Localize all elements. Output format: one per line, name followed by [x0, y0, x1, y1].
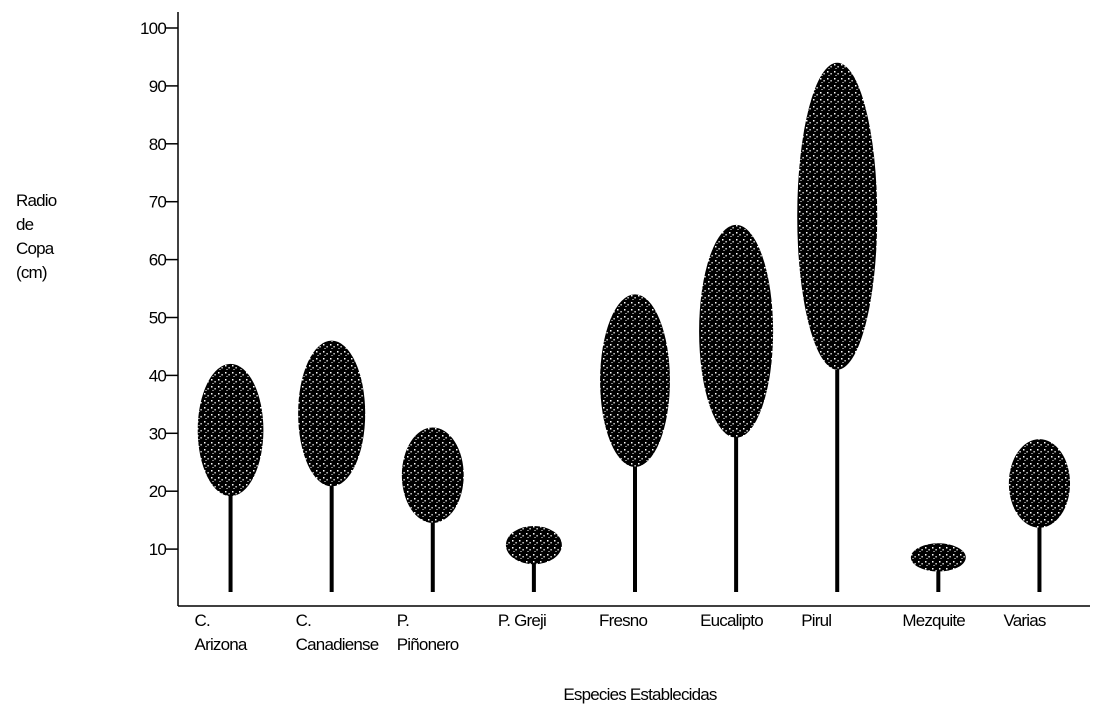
tree: [505, 525, 562, 592]
tree: [797, 62, 878, 592]
crown: [699, 224, 774, 438]
trunk: [1037, 492, 1042, 592]
x-tick-label: Varias: [1003, 611, 1045, 630]
y-axis-title: Radio: [16, 191, 57, 210]
crown: [797, 62, 878, 370]
y-tick-label: 70: [149, 193, 167, 212]
y-axis-title: de: [16, 215, 34, 234]
x-tick-label: C. Arizona: [195, 611, 248, 654]
y-tick-label: 60: [149, 251, 167, 270]
x-tick-label: P. Greji: [498, 611, 546, 630]
y-axis-title: Copa: [16, 239, 55, 258]
crown: [401, 427, 464, 523]
tree: [1008, 439, 1071, 592]
tree: [600, 294, 670, 592]
y-tick-label: 30: [149, 424, 167, 443]
crown: [505, 525, 562, 565]
trunk: [936, 560, 941, 592]
x-tick-label: C. Canadiense: [296, 611, 379, 654]
tree: [401, 427, 464, 592]
crown: [910, 543, 966, 572]
y-tick-label: 20: [149, 482, 167, 501]
trunk: [228, 443, 233, 592]
trunk: [430, 484, 435, 592]
x-axis-title: Especies Establecidas: [563, 685, 717, 704]
y-tick-label: 50: [149, 309, 167, 328]
trunk: [633, 397, 637, 592]
crown: [298, 340, 366, 487]
y-tick-label: 80: [149, 135, 167, 154]
tree: [910, 543, 966, 592]
x-tick-label: Pirul: [801, 611, 831, 630]
tree: [699, 224, 774, 592]
crown: [1008, 439, 1071, 528]
trunk: [734, 352, 739, 592]
trunk: [329, 428, 334, 592]
crown: [600, 294, 670, 467]
crown: [197, 363, 264, 497]
x-tick-label: P. Piñonero: [397, 611, 459, 654]
tree: [298, 340, 366, 592]
y-tick-label: 10: [149, 540, 167, 559]
y-tick-label: 100: [140, 19, 166, 38]
tree: [197, 363, 264, 592]
trunk: [835, 246, 840, 592]
x-tick-label: Eucalipto: [700, 611, 763, 630]
y-axis-title: (cm): [16, 263, 47, 282]
y-tick-label: 90: [149, 77, 167, 96]
x-tick-label: Fresno: [599, 611, 647, 630]
x-tick-label: Mezquite: [902, 611, 965, 630]
y-tick-label: 40: [149, 366, 167, 385]
trunk: [531, 548, 536, 592]
